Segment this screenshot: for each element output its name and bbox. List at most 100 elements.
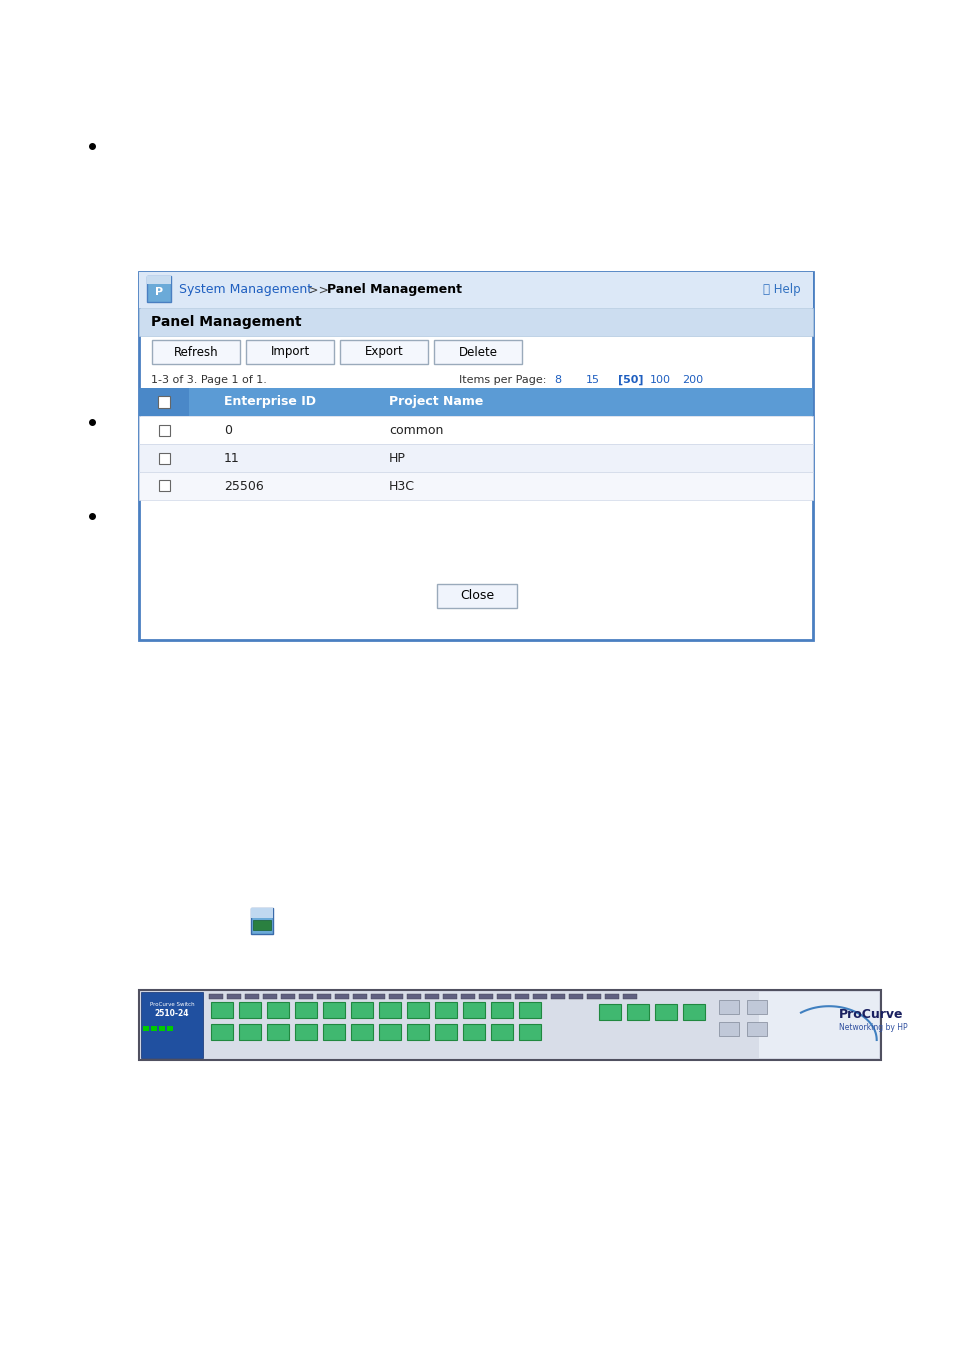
Bar	[682, 1005, 704, 1019]
Bar	[353, 994, 367, 999]
Bar	[158, 453, 170, 464]
Text: Project Name: Project Name	[389, 396, 483, 408]
Bar	[158, 425, 170, 435]
Bar	[139, 443, 812, 472]
Bar	[139, 416, 812, 443]
Bar	[598, 1005, 620, 1019]
Bar	[139, 272, 812, 308]
Bar	[351, 1023, 373, 1040]
Bar	[139, 388, 812, 416]
Bar	[434, 339, 521, 364]
Bar	[407, 1023, 429, 1040]
Bar	[245, 994, 258, 999]
Bar	[167, 1026, 172, 1032]
Bar	[323, 1002, 345, 1018]
Bar	[436, 584, 517, 608]
Bar	[759, 992, 878, 1059]
Bar	[371, 994, 385, 999]
Bar	[622, 994, 637, 999]
Text: Panel Management: Panel Management	[151, 315, 301, 329]
Bar	[211, 1002, 233, 1018]
Text: common: common	[389, 423, 443, 437]
Bar	[139, 308, 812, 337]
Bar	[462, 1002, 484, 1018]
Text: 0: 0	[224, 423, 232, 437]
Bar	[139, 272, 812, 639]
Text: H3C: H3C	[389, 480, 415, 492]
Text: ❓ Help: ❓ Help	[762, 284, 801, 296]
Bar	[147, 276, 171, 284]
Bar	[746, 1022, 766, 1036]
Bar	[253, 919, 271, 930]
Bar	[339, 339, 428, 364]
Text: [50]: [50]	[618, 375, 643, 385]
Bar	[518, 1002, 540, 1018]
Bar	[139, 990, 880, 1060]
Bar	[626, 1005, 648, 1019]
Text: HP: HP	[389, 452, 405, 465]
Bar	[141, 992, 203, 1059]
Bar	[158, 480, 170, 492]
Text: 25506: 25506	[224, 480, 263, 492]
Bar	[407, 994, 420, 999]
Bar	[746, 1000, 766, 1014]
Bar	[139, 472, 812, 500]
Bar	[239, 1023, 261, 1040]
Text: Export: Export	[364, 346, 403, 358]
Text: Import: Import	[270, 346, 310, 358]
Bar	[435, 1023, 456, 1040]
Text: Enterprise ID: Enterprise ID	[224, 396, 315, 408]
Bar	[491, 1002, 513, 1018]
Bar	[378, 1023, 400, 1040]
Bar	[323, 1023, 345, 1040]
Text: Refresh: Refresh	[173, 346, 218, 358]
Bar	[227, 994, 241, 999]
Bar	[533, 994, 546, 999]
Bar	[478, 994, 493, 999]
Bar	[442, 994, 456, 999]
Bar	[515, 994, 529, 999]
Bar	[655, 1005, 677, 1019]
Bar	[246, 339, 334, 364]
Text: 15: 15	[585, 375, 599, 385]
Bar	[263, 994, 276, 999]
Text: 1-3 of 3. Page 1 of 1.: 1-3 of 3. Page 1 of 1.	[151, 375, 267, 385]
Bar	[239, 1002, 261, 1018]
Text: 200: 200	[681, 375, 702, 385]
Bar	[435, 1002, 456, 1018]
Bar	[209, 994, 223, 999]
Bar	[497, 994, 511, 999]
Text: 8: 8	[554, 375, 560, 385]
Bar	[158, 396, 170, 408]
Text: 100: 100	[649, 375, 670, 385]
Bar	[719, 1022, 739, 1036]
Text: 2510-24: 2510-24	[154, 1010, 189, 1018]
Bar	[251, 909, 273, 918]
Bar	[460, 994, 475, 999]
Text: Close: Close	[459, 589, 494, 603]
Text: Panel Management: Panel Management	[327, 284, 461, 296]
Bar	[143, 1026, 149, 1032]
Bar	[151, 1026, 157, 1032]
Text: P: P	[154, 287, 163, 297]
Bar	[294, 1002, 316, 1018]
Bar	[294, 1023, 316, 1040]
Bar	[335, 994, 349, 999]
Bar	[267, 1002, 289, 1018]
Bar	[152, 339, 240, 364]
Bar	[281, 994, 294, 999]
Bar	[298, 994, 313, 999]
Text: >>: >>	[304, 284, 333, 296]
Bar	[351, 1002, 373, 1018]
Text: 11: 11	[224, 452, 239, 465]
Text: ProCurve Switch: ProCurve Switch	[150, 1002, 194, 1006]
Bar	[568, 994, 582, 999]
Bar	[491, 1023, 513, 1040]
Bar	[424, 994, 438, 999]
Bar	[719, 1000, 739, 1014]
Text: ProCurve: ProCurve	[838, 1007, 902, 1021]
Bar	[604, 994, 618, 999]
Bar	[389, 994, 402, 999]
Bar	[551, 994, 564, 999]
Text: System Management: System Management	[179, 284, 312, 296]
